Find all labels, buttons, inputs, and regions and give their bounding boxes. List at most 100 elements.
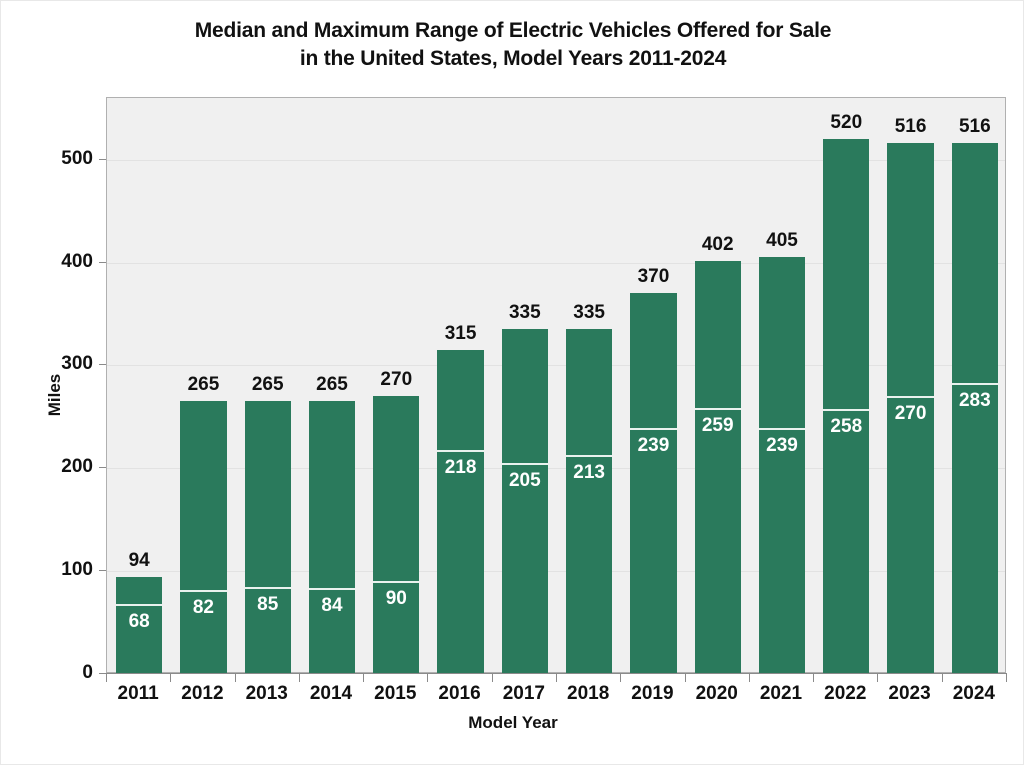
bar-median-value-label: 270 [894,403,927,425]
bar-max-value-label: 315 [444,323,477,344]
bar-max-value-label: 265 [316,374,348,396]
bar-median-value-label: 218 [444,456,477,478]
x-axis-tick-label: 2014 [309,683,353,704]
y-axis-tick-mark [99,467,106,469]
bar[interactable] [630,293,677,674]
x-axis-tick-label: 2012 [181,683,224,704]
bar-median-value-label: 82 [192,596,214,618]
bar-max-value-label: 520 [830,112,863,134]
bar[interactable] [501,329,548,674]
x-axis-tick-mark [941,674,943,682]
median-divider [501,463,548,466]
bar-median-value-label: 259 [701,414,734,436]
bar[interactable] [308,401,356,674]
plot-area: 94 68 265 82 265 85 265 84 270 90 315 218 335 205 335 2… [106,97,1006,674]
bar[interactable] [244,401,291,674]
bar[interactable] [694,260,741,674]
bar-median-value-label: 84 [321,594,343,616]
median-divider [887,396,934,399]
bar-max-value-label: 265 [251,374,284,396]
chart-title: Median and Maximum Range of Electric Veh… [1,17,1024,72]
chart-title-line-2: in the United States, Model Years 2011-2… [299,46,727,70]
bar[interactable] [758,257,806,674]
bar-median-value-label: 239 [637,435,670,457]
median-divider [373,581,420,584]
x-axis-tick-label: 2017 [502,683,545,704]
bar-max-value-label: 516 [958,116,991,138]
bar[interactable] [566,329,613,674]
bar[interactable] [951,143,998,674]
bar-median-value-label: 213 [573,461,605,483]
x-axis-tick-mark [298,674,300,682]
bar[interactable] [823,139,870,674]
gridline [107,159,1005,161]
x-axis-tick-mark [620,674,622,682]
gridline [107,365,1005,367]
y-axis-title: Miles [45,373,64,417]
x-axis-tick-mark [106,674,107,682]
x-axis-tick-mark [877,674,879,682]
bar-max-value-label: 402 [701,233,734,255]
x-axis-tick-mark [813,674,815,682]
gridline [107,262,1005,264]
bar-median-value-label: 258 [830,415,863,437]
y-axis-tick-mark [99,261,106,263]
x-axis-tick-mark [491,674,493,682]
bar[interactable] [887,143,934,674]
y-axis-tick-mark [99,673,106,674]
chart-title-line-1: Median and Maximum Range of Electric Veh… [194,19,832,42]
x-axis-tick-label: 2019 [631,683,674,704]
bar[interactable] [116,577,163,674]
y-axis-tick-label: 400 [61,250,93,272]
x-axis-tick-label: 2024 [952,683,995,704]
y-axis-tick-mark [99,364,106,366]
x-axis-tick-label: 2023 [888,683,931,704]
bar-max-value-label: 516 [894,116,927,138]
x-axis-tick-mark [1006,674,1007,682]
y-axis-tick-label: 200 [61,456,93,478]
bar-max-value-label: 405 [766,230,798,252]
x-axis-tick-mark [363,674,365,682]
median-divider [566,454,613,457]
bar[interactable] [180,401,227,674]
y-axis-tick-label: 100 [61,559,93,581]
y-axis-tick-mark [99,158,106,160]
median-divider [694,407,741,410]
gridline [107,468,1005,470]
bar-median-value-label: 85 [257,593,279,615]
y-axis-tick-label: 300 [61,353,93,375]
bar-max-value-label: 370 [637,266,670,288]
bar-median-value-label: 90 [385,588,407,610]
x-axis-tick-label: 2011 [117,683,159,704]
x-axis-line [106,673,1007,674]
x-axis-tick-mark [556,674,557,682]
x-axis-title: Model Year [468,713,558,732]
bar[interactable] [437,350,484,674]
x-axis-tick-label: 2018 [567,683,610,704]
bar-max-value-label: 335 [573,302,605,324]
x-axis-tick-label: 2013 [245,683,288,704]
median-divider [180,589,227,592]
median-divider [116,604,163,607]
y-axis-tick-mark [99,570,106,572]
x-axis-tick-mark [684,674,686,682]
median-divider [951,382,998,385]
x-axis-tick-label: 2021 [759,683,803,704]
median-divider [244,586,291,589]
bar-max-value-label: 270 [380,369,413,391]
median-divider [630,428,677,431]
bar[interactable] [373,396,420,674]
x-axis-tick-mark [170,674,172,682]
median-divider [437,449,484,452]
x-axis-tick-mark [427,674,429,682]
bar-max-value-label: 265 [187,374,220,396]
x-axis-tick-label: 2022 [824,683,867,704]
y-axis-tick-label: 500 [61,147,93,169]
x-axis-tick-mark [234,674,236,682]
median-divider [308,587,356,590]
median-divider [823,408,870,411]
bar-max-value-label: 94 [128,550,150,572]
bar-median-value-label: 239 [766,435,798,457]
